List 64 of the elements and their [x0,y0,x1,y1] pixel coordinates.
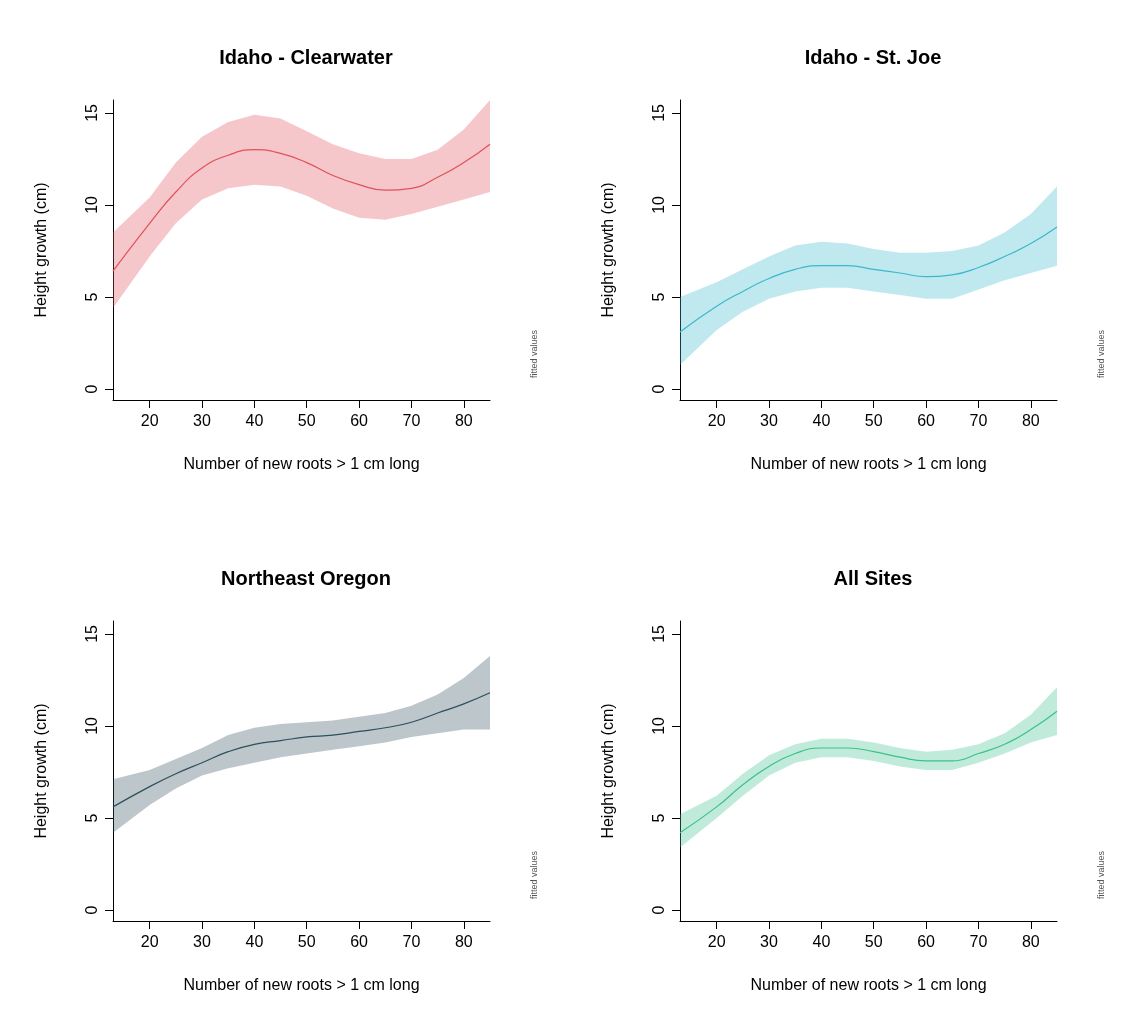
chart-title: Northeast Oregon [220,567,392,589]
y-tick-label: 15 [82,103,100,122]
text: fitted values [528,329,539,379]
text: fitted values [528,850,539,900]
x-tick-label: 40 [812,932,831,950]
x-tick-label: 40 [245,411,264,429]
x-tick-label: 50 [864,411,883,429]
x-tick-label: 60 [350,932,369,950]
x-tick-label: 60 [917,411,936,429]
y-tick-label: 5 [649,292,667,302]
text: fitted values [1095,329,1106,379]
x-tick-label: 30 [193,411,212,429]
x-tick-label: 40 [812,411,831,429]
x-tick-label: 30 [193,932,212,950]
line-series [679,710,1058,834]
x-tick-label: 20 [140,411,159,429]
y-tick-label: 10 [649,716,667,735]
x-tick-label: 70 [402,411,421,429]
y-tick-label: 0 [649,905,667,915]
x-tick-label: 50 [297,411,316,429]
line-series [679,226,1058,333]
x-tick-label: 80 [1021,932,1040,950]
x-tick-label: 70 [969,411,988,429]
y-tick-label: 10 [649,195,667,214]
x-tick-label: 60 [350,411,369,429]
y-tick-label: 5 [82,292,100,302]
x-tick-label: 30 [760,932,779,950]
x-axis-title: Number of new roots > 1 cm long [750,975,987,993]
y-axis-title: Height growth (cm) [598,703,616,839]
y-tick-label: 5 [649,813,667,823]
y-tick-label: 15 [649,103,667,122]
line-series [112,692,491,808]
chart-title: Idaho - Clearwater [219,46,393,68]
y-axis-title: Height growth (cm) [598,182,616,318]
x-tick-label: 20 [140,932,159,950]
y-tick-label: 0 [649,384,667,394]
y-tick-label: 5 [82,813,100,823]
x-tick-label: 30 [760,411,779,429]
y-tick-label: 10 [82,716,100,735]
x-tick-label: 60 [917,932,936,950]
x-axis-title: Number of new roots > 1 cm long [183,454,420,472]
y-axis-title: Height growth (cm) [31,703,49,839]
y-axis-title: Height growth (cm) [31,182,49,318]
x-axis-title: Number of new roots > 1 cm long [183,975,420,993]
x-tick-label: 80 [454,411,473,429]
x-axis-title: Number of new roots > 1 cm long [750,454,987,472]
y-tick-label: 15 [649,624,667,643]
x-tick-label: 20 [707,411,726,429]
x-tick-label: 80 [454,932,473,950]
y-tick-label: 0 [82,384,100,394]
y-tick-label: 15 [82,624,100,643]
x-tick-label: 70 [969,932,988,950]
line-series [112,143,491,272]
y-tick-label: 10 [82,195,100,214]
y-tick-label: 0 [82,905,100,915]
x-tick-label: 80 [1021,411,1040,429]
x-tick-label: 50 [864,932,883,950]
text: fitted values [1095,850,1106,900]
chart-title: All Sites [833,567,913,589]
chart-title: Idaho - St. Joe [804,46,942,68]
x-tick-label: 40 [245,932,264,950]
x-tick-label: 20 [707,932,726,950]
x-tick-label: 50 [297,932,316,950]
x-tick-label: 70 [402,932,421,950]
